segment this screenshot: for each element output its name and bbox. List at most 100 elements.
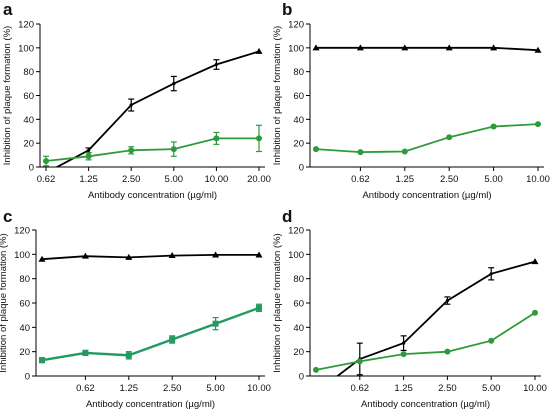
data-point bbox=[490, 44, 498, 51]
y-tick-label: 40 bbox=[23, 115, 34, 126]
series-1 bbox=[313, 309, 538, 373]
data-point bbox=[81, 252, 89, 259]
y-tick-label: 60 bbox=[19, 299, 30, 310]
x-tick-label: 1.25 bbox=[396, 174, 415, 185]
y-tick-label: 40 bbox=[293, 115, 304, 126]
series-0 bbox=[55, 47, 263, 167]
data-point bbox=[212, 320, 219, 327]
series-line bbox=[41, 253, 259, 261]
data-point bbox=[402, 341, 406, 345]
x-axis-title: Antibody concentration (µg/ml) bbox=[86, 399, 215, 410]
data-point bbox=[87, 148, 91, 152]
data-point bbox=[170, 146, 177, 153]
series-1 bbox=[39, 303, 262, 364]
x-tick-label: 5.00 bbox=[484, 174, 503, 185]
data-point bbox=[357, 149, 364, 156]
data-point bbox=[490, 123, 497, 130]
y-tick-label: 60 bbox=[293, 91, 304, 102]
x-tick-label: 1.25 bbox=[79, 174, 98, 185]
series-1 bbox=[43, 124, 262, 167]
y-tick-label: 120 bbox=[288, 20, 304, 31]
x-tick-label: 0.62 bbox=[351, 383, 370, 394]
series-line bbox=[41, 306, 260, 362]
x-tick-label: 2.50 bbox=[438, 383, 457, 394]
y-tick-label: 100 bbox=[18, 43, 34, 54]
data-point bbox=[535, 121, 541, 128]
y-tick-label: 0 bbox=[299, 163, 304, 174]
y-tick-label: 80 bbox=[293, 67, 304, 78]
series-0 bbox=[321, 258, 539, 388]
y-tick-label: 40 bbox=[293, 323, 304, 334]
data-point bbox=[446, 134, 453, 141]
series-line bbox=[336, 260, 536, 376]
series-0 bbox=[38, 251, 263, 262]
data-point bbox=[125, 352, 132, 359]
data-point bbox=[128, 147, 135, 154]
data-point bbox=[313, 366, 319, 373]
y-axis-title: Inhibition of plaque formation (%) bbox=[0, 233, 9, 372]
x-tick-label: 5.00 bbox=[482, 383, 501, 394]
series-0 bbox=[312, 44, 542, 53]
y-tick-label: 20 bbox=[23, 139, 34, 150]
y-tick-label: 60 bbox=[23, 91, 34, 102]
data-point bbox=[39, 357, 45, 364]
data-point bbox=[444, 348, 451, 355]
x-tick-label: 5.00 bbox=[165, 174, 184, 185]
y-tick-label: 40 bbox=[19, 323, 30, 334]
series-line bbox=[316, 46, 539, 52]
y-tick-label: 0 bbox=[29, 163, 34, 174]
data-point bbox=[125, 253, 133, 260]
data-point bbox=[321, 382, 328, 388]
series-line bbox=[315, 123, 539, 154]
panel-a: a 0 20 40 60 80 100 120 0.62 1.25 2.50 5.00 10.00 20.… bbox=[2, 0, 271, 201]
x-tick-label: 0.62 bbox=[76, 383, 95, 394]
y-tick-label: 80 bbox=[293, 274, 304, 285]
data-point bbox=[313, 146, 319, 153]
data-point bbox=[82, 349, 89, 356]
data-point bbox=[356, 44, 364, 51]
y-tick-label: 0 bbox=[299, 372, 304, 383]
series-line bbox=[55, 50, 260, 167]
x-tick-label: 2.50 bbox=[163, 383, 182, 394]
panel-c: c 0 20 40 60 80 100 120 0.62 1.25 2.50 5.00 10.00 Ant… bbox=[0, 207, 271, 410]
data-point bbox=[401, 148, 408, 155]
x-tick-label: 10.00 bbox=[247, 383, 271, 394]
data-point bbox=[445, 44, 453, 51]
panel-b: b 0 20 40 60 80 100 120 0.62 1.25 2.50 5.00 10.00 Ant… bbox=[272, 0, 550, 201]
data-point bbox=[213, 135, 220, 142]
data-point bbox=[172, 81, 176, 86]
x-axis-title: Antibody concentration (µg/ml) bbox=[361, 399, 490, 410]
data-point bbox=[532, 309, 538, 316]
x-tick-label: 10.00 bbox=[205, 174, 229, 185]
x-axis-title: Antibody concentration (µg/ml) bbox=[88, 190, 217, 201]
panel-letter: c bbox=[3, 207, 12, 226]
data-point bbox=[43, 158, 49, 165]
y-tick-label: 100 bbox=[14, 250, 30, 261]
y-axis-title: Inhibition of plaque formation (%) bbox=[272, 233, 283, 372]
x-tick-label: 10.00 bbox=[523, 383, 547, 394]
data-point bbox=[129, 103, 133, 107]
y-tick-label: 120 bbox=[18, 20, 34, 31]
data-point bbox=[38, 255, 46, 262]
series-line bbox=[45, 137, 259, 162]
series-line bbox=[315, 311, 536, 371]
data-point bbox=[85, 153, 92, 160]
series-1 bbox=[313, 121, 541, 156]
x-tick-label: 2.50 bbox=[440, 174, 459, 185]
data-point bbox=[401, 44, 409, 51]
data-point bbox=[531, 258, 539, 265]
x-tick-label: 1.25 bbox=[120, 383, 139, 394]
data-point bbox=[169, 336, 176, 343]
panel-letter: d bbox=[282, 207, 292, 226]
y-tick-label: 100 bbox=[288, 43, 304, 54]
data-point bbox=[256, 135, 262, 142]
data-point bbox=[489, 272, 493, 276]
x-tick-label: 0.62 bbox=[351, 174, 370, 185]
y-tick-label: 120 bbox=[14, 226, 30, 237]
x-axis-title: Antibody concentration (µg/ml) bbox=[362, 190, 491, 201]
panel-d: d 0 20 40 60 80 100 120 0.62 1.25 2.50 5.00 10.00 Ant… bbox=[272, 207, 547, 410]
y-tick-label: 20 bbox=[19, 347, 30, 358]
data-point bbox=[255, 251, 263, 258]
data-point bbox=[445, 298, 449, 303]
